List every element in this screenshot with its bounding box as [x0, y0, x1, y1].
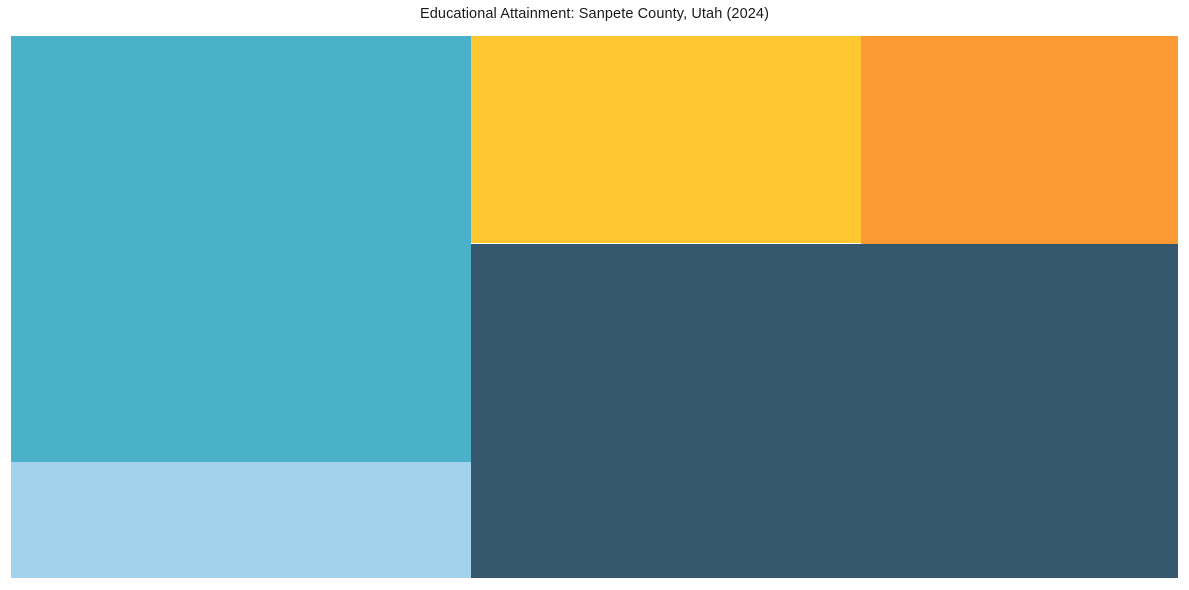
treemap-tile[interactable]	[11, 36, 471, 462]
treemap-tile[interactable]	[471, 244, 1178, 578]
treemap-plot-area	[11, 36, 1178, 578]
treemap-tile[interactable]	[11, 462, 471, 578]
page-title: Educational Attainment: Sanpete County, …	[419, 6, 770, 22]
treemap-tile[interactable]	[471, 36, 861, 243]
treemap-tile[interactable]	[861, 36, 1178, 244]
